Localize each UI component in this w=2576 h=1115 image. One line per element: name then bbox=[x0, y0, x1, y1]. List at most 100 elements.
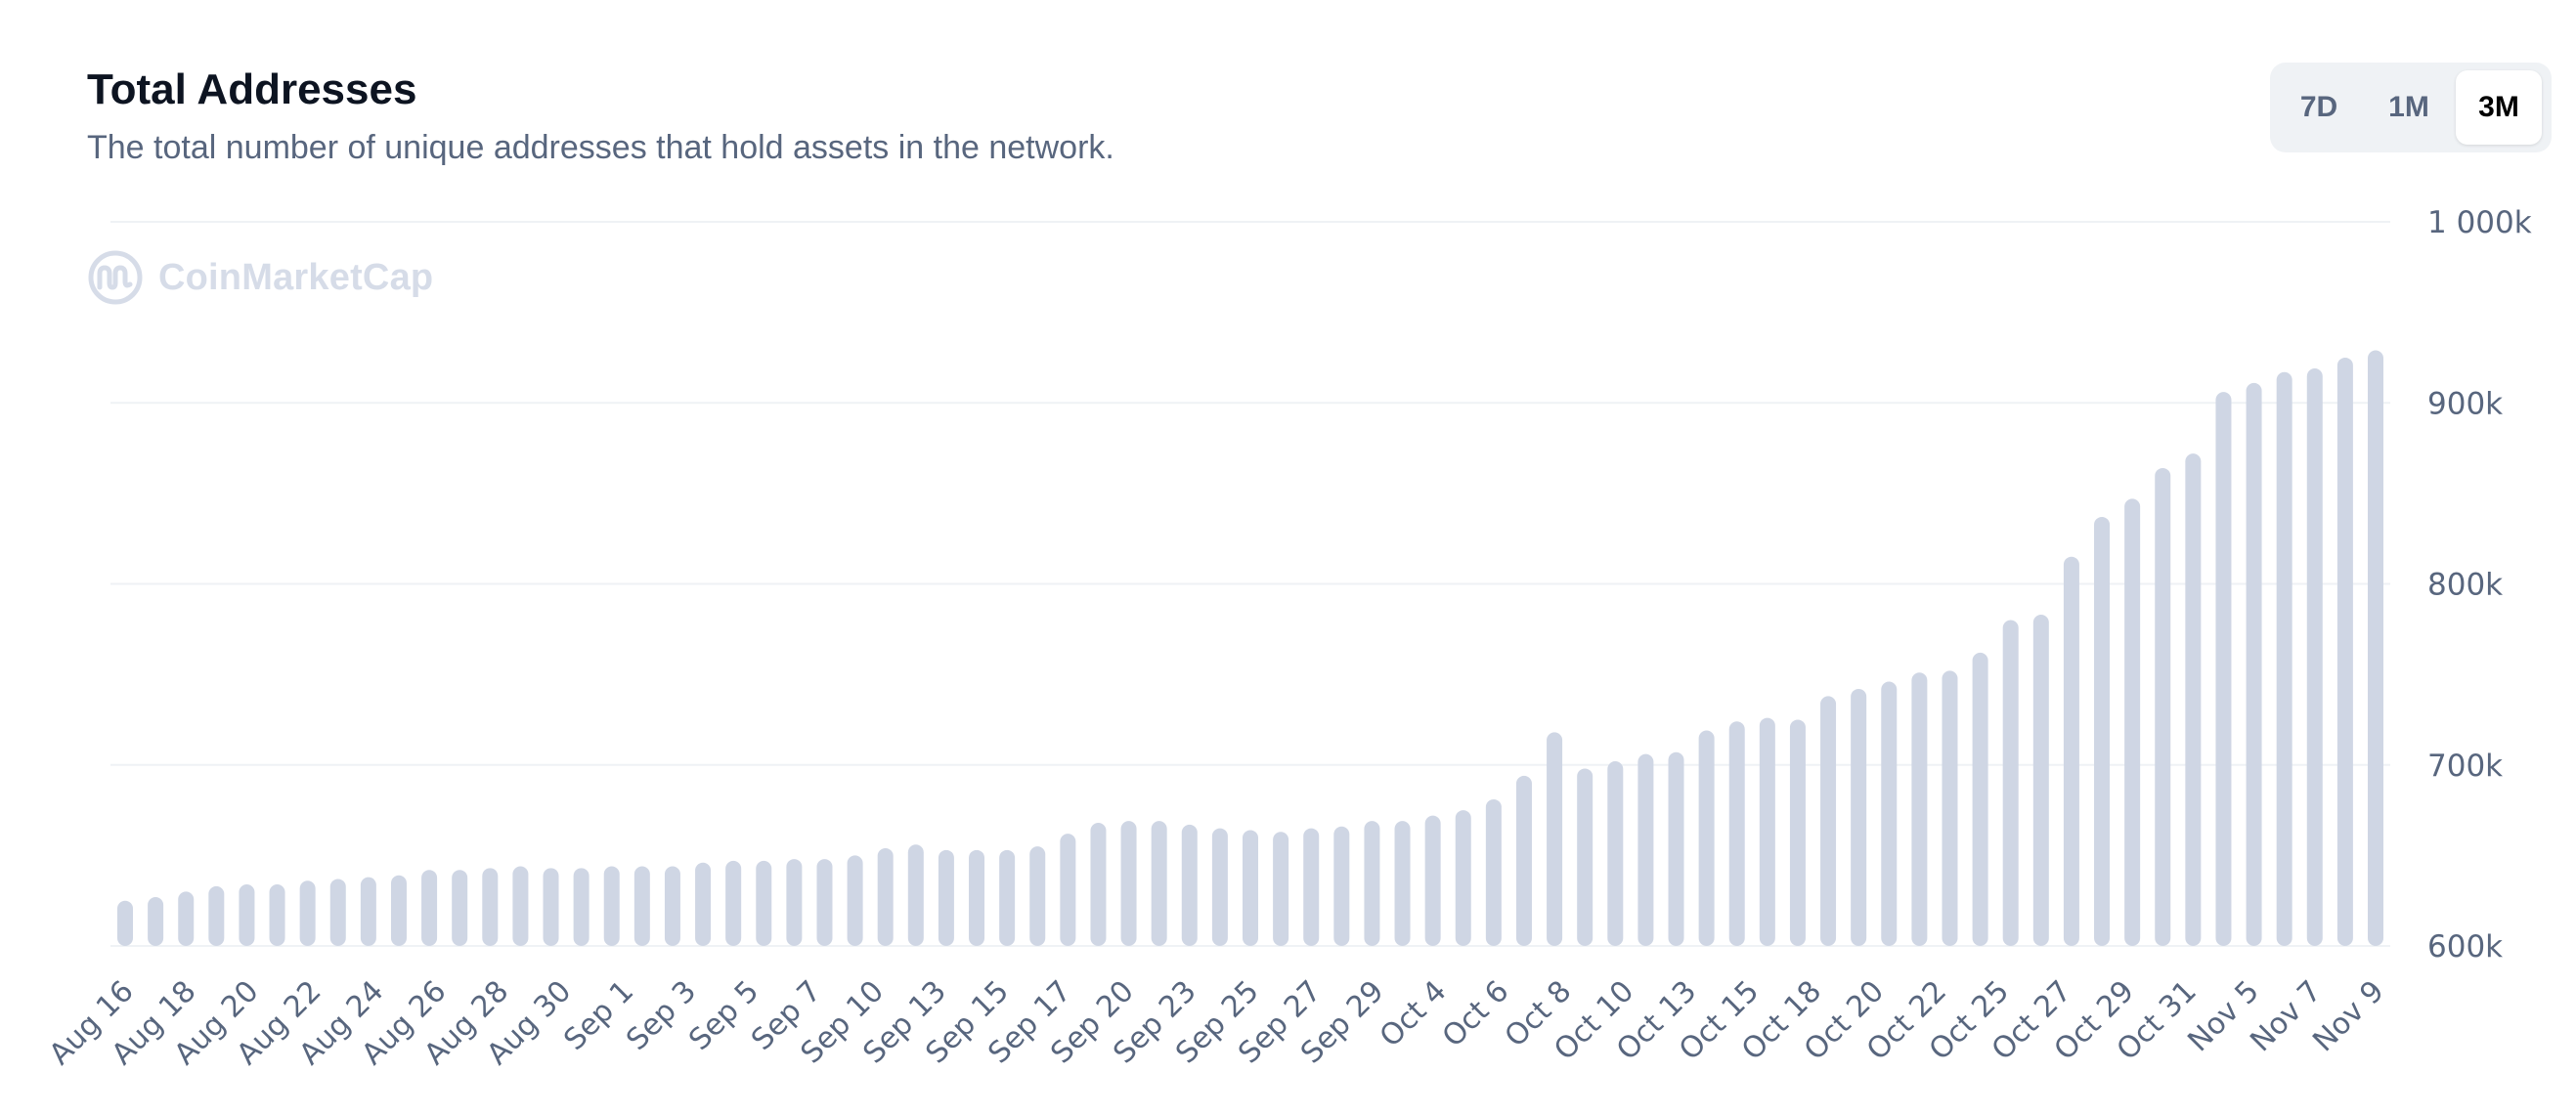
bar[interactable] bbox=[148, 896, 164, 946]
bar[interactable] bbox=[117, 900, 133, 946]
bar[interactable] bbox=[421, 870, 438, 946]
bar[interactable] bbox=[452, 870, 468, 946]
bars bbox=[117, 350, 2383, 947]
bar[interactable] bbox=[1789, 719, 1806, 946]
bar[interactable] bbox=[482, 868, 499, 946]
x-tick-label: Oct 6 bbox=[1436, 974, 1516, 1054]
y-tick-label: 800k bbox=[2427, 568, 2503, 603]
bar[interactable] bbox=[2063, 556, 2079, 946]
chart-subtitle: The total number of unique addresses tha… bbox=[87, 128, 1114, 166]
chart-title: Total Addresses bbox=[87, 65, 417, 113]
x-tick-label: Nov 9 bbox=[2306, 974, 2390, 1058]
bar[interactable] bbox=[1424, 815, 1441, 946]
bar[interactable] bbox=[2185, 453, 2202, 946]
bar[interactable] bbox=[969, 849, 985, 946]
bar[interactable] bbox=[1728, 721, 1745, 946]
bar[interactable] bbox=[816, 859, 833, 946]
bar[interactable] bbox=[1333, 826, 1350, 946]
bar[interactable] bbox=[2336, 357, 2353, 946]
bar[interactable] bbox=[1090, 823, 1107, 946]
y-tick-label: 900k bbox=[2427, 386, 2503, 421]
bar[interactable] bbox=[1698, 730, 1715, 946]
bar[interactable] bbox=[2306, 368, 2323, 946]
bar[interactable] bbox=[239, 884, 255, 946]
bar[interactable] bbox=[1181, 824, 1198, 946]
bar[interactable] bbox=[208, 885, 225, 946]
bar[interactable] bbox=[1972, 652, 1988, 946]
bar[interactable] bbox=[1211, 828, 1228, 946]
bar[interactable] bbox=[1515, 775, 1532, 946]
bar[interactable] bbox=[907, 844, 924, 946]
bar[interactable] bbox=[2246, 382, 2262, 946]
bar[interactable] bbox=[1547, 732, 1563, 946]
x-tick-label: Sep 1 bbox=[557, 974, 640, 1057]
bar[interactable] bbox=[1303, 828, 1320, 946]
bar[interactable] bbox=[1637, 753, 1654, 946]
bar[interactable] bbox=[2094, 516, 2111, 946]
bar[interactable] bbox=[1759, 717, 1775, 946]
bar[interactable] bbox=[1364, 821, 1380, 946]
bar[interactable] bbox=[877, 847, 894, 946]
bar[interactable] bbox=[1881, 681, 1898, 946]
time-range-selector: 7D 1M 3M bbox=[2270, 63, 2552, 152]
bar[interactable] bbox=[1942, 670, 1958, 946]
bar[interactable] bbox=[1820, 696, 1837, 946]
bar[interactable] bbox=[299, 880, 316, 946]
x-tick-label: Oct 4 bbox=[1374, 974, 1454, 1054]
bar[interactable] bbox=[1273, 832, 1289, 946]
bar[interactable] bbox=[390, 875, 407, 946]
bar[interactable] bbox=[178, 891, 195, 946]
y-tick-label: 700k bbox=[2427, 749, 2503, 784]
bar[interactable] bbox=[1029, 846, 1046, 946]
bar[interactable] bbox=[1120, 821, 1137, 946]
bar[interactable] bbox=[269, 884, 285, 946]
bar[interactable] bbox=[786, 859, 803, 946]
bar[interactable] bbox=[847, 855, 863, 946]
y-tick-label: 1 000k bbox=[2427, 205, 2532, 240]
bar[interactable] bbox=[1911, 672, 1928, 946]
bar[interactable] bbox=[573, 868, 589, 946]
watermark-text: CoinMarketCap bbox=[158, 256, 434, 298]
x-tick-label: Nov 5 bbox=[2181, 974, 2265, 1058]
bar[interactable] bbox=[1607, 761, 1624, 946]
x-tick-label: Sep 5 bbox=[682, 974, 765, 1057]
bar[interactable] bbox=[603, 866, 620, 946]
bar[interactable] bbox=[2368, 350, 2383, 947]
bar[interactable] bbox=[938, 849, 954, 946]
range-tab-7d[interactable]: 7D bbox=[2299, 91, 2338, 123]
bar[interactable] bbox=[512, 866, 529, 946]
range-tab-3m[interactable]: 3M bbox=[2456, 70, 2542, 145]
x-tick-label: Sep 3 bbox=[620, 974, 703, 1057]
bar[interactable] bbox=[1485, 798, 1502, 946]
bar[interactable] bbox=[543, 868, 559, 946]
bar[interactable] bbox=[1851, 688, 1867, 946]
bar[interactable] bbox=[2032, 614, 2049, 946]
bar[interactable] bbox=[633, 866, 650, 946]
bar[interactable] bbox=[1151, 821, 1167, 946]
bar[interactable] bbox=[2002, 620, 2019, 946]
bar[interactable] bbox=[1455, 810, 1471, 946]
bar[interactable] bbox=[1394, 821, 1411, 946]
bar[interactable] bbox=[1060, 834, 1076, 946]
bar[interactable] bbox=[999, 849, 1016, 946]
bar[interactable] bbox=[664, 866, 680, 946]
bar[interactable] bbox=[1243, 830, 1258, 946]
bar[interactable] bbox=[2276, 371, 2292, 946]
chart-header: Total Addresses The total number of uniq… bbox=[87, 64, 1114, 169]
watermark: CoinMarketCap bbox=[86, 248, 433, 307]
x-tick-label: Nov 7 bbox=[2244, 974, 2328, 1058]
bar[interactable] bbox=[756, 860, 772, 946]
bar[interactable] bbox=[2215, 392, 2232, 946]
bar[interactable] bbox=[2124, 498, 2141, 946]
coinmarketcap-logo-icon bbox=[88, 250, 143, 305]
bar[interactable] bbox=[2155, 467, 2171, 946]
bar[interactable] bbox=[329, 879, 346, 946]
bar[interactable] bbox=[1668, 751, 1684, 946]
bar[interactable] bbox=[1577, 768, 1594, 946]
bar[interactable] bbox=[360, 877, 376, 946]
bar[interactable] bbox=[695, 862, 712, 946]
range-tab-1m[interactable]: 1M bbox=[2388, 91, 2429, 123]
bar[interactable] bbox=[725, 860, 742, 946]
